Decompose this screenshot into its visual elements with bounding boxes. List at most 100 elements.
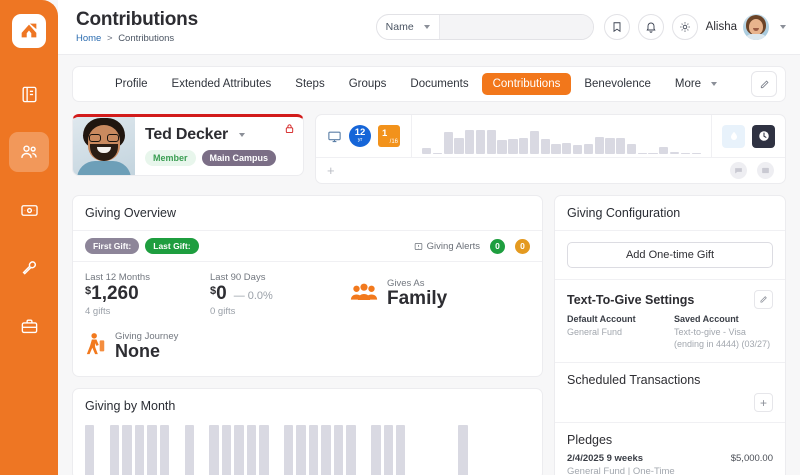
pencil-icon[interactable]: [751, 71, 777, 97]
monitor-icon[interactable]: [327, 129, 342, 144]
sidebar-item-content[interactable]: [9, 74, 49, 114]
search-type-select[interactable]: Name: [377, 15, 440, 39]
saved-account: Saved Account Text-to-give - Visa (endin…: [674, 314, 773, 350]
timeline-bar: [540, 139, 550, 154]
list-item[interactable]: 2/4/2025 9 weeks $5,000.00 General Fund …: [555, 451, 785, 475]
attendance-badge-total: /16: [389, 139, 398, 145]
family-icon: [349, 281, 379, 308]
search-group: Name: [375, 14, 594, 40]
timeline-bar: [572, 144, 583, 154]
journey-label: Giving Journey: [115, 330, 179, 342]
add-gift-pad: Add One-time Gift: [555, 231, 785, 279]
tab-documents[interactable]: Documents: [410, 78, 469, 90]
scheduled-transactions-section: Scheduled Transactions +: [555, 363, 785, 424]
add-scheduled-transaction-button[interactable]: +: [754, 393, 773, 413]
note-icon[interactable]: [757, 162, 774, 179]
month-bar: [246, 424, 257, 475]
attendance-bar-chart: [412, 115, 712, 157]
topbar: Contributions Home > Contributions Name: [58, 0, 800, 55]
body-columns: Giving Overview First Gift: Last Gift: G…: [72, 195, 786, 475]
stat-amount: 0: [216, 283, 227, 304]
person-row: Ted Decker Member Main Campus: [72, 114, 786, 184]
timeline-bar: [422, 147, 432, 154]
timeline-footer: +: [316, 157, 785, 183]
person-badges: Member Main Campus: [145, 150, 293, 166]
search-input[interactable]: [439, 15, 593, 39]
month-bar: [296, 424, 306, 475]
tab-extended-attributes[interactable]: Extended Attributes: [171, 78, 272, 90]
month-bar: [147, 424, 157, 475]
alert-count-green[interactable]: 0: [490, 238, 505, 254]
attendance-badge-number: 1: [382, 128, 388, 139]
timeline-bar: [605, 137, 615, 154]
attendance-badge[interactable]: 1 /16: [378, 125, 400, 147]
text-to-give-body: Default Account General Fund Saved Accou…: [555, 313, 785, 362]
timeline-bar: [443, 132, 453, 154]
person-card[interactable]: Ted Decker Member Main Campus: [72, 114, 304, 176]
giving-by-month-panel: Giving by Month: [72, 387, 543, 475]
alert-count-orange[interactable]: 0: [515, 238, 530, 254]
scheduled-header: Scheduled Transactions: [555, 363, 785, 391]
tab-benevolence[interactable]: Benevolence: [584, 78, 651, 90]
person-name-row[interactable]: Ted Decker: [145, 126, 293, 144]
right-column: Giving Configuration Add One-time Gift T…: [554, 195, 786, 475]
user-menu[interactable]: Alisha: [706, 14, 786, 40]
add-tag-button[interactable]: +: [327, 163, 335, 178]
alert-icon: [414, 242, 422, 250]
giving-by-month-chart: [73, 417, 542, 475]
tab-groups[interactable]: Groups: [348, 78, 387, 90]
pledges-header: Pledges: [555, 423, 785, 451]
sidebar-item-tools[interactable]: [9, 248, 49, 288]
comment-icon[interactable]: [730, 162, 747, 179]
sidebar-item-admin[interactable]: [9, 306, 49, 346]
tab-contributions[interactable]: Contributions: [481, 73, 572, 95]
water-drop-icon[interactable]: [722, 124, 745, 148]
tab-steps[interactable]: Steps: [295, 78, 325, 90]
breadcrumb: Home > Contributions: [76, 33, 198, 44]
month-bar: [371, 424, 381, 475]
chevron-down-icon: [239, 133, 246, 137]
tenure-badge-number: 12: [354, 127, 366, 139]
timeline-bar: [626, 143, 637, 154]
month-bar: [308, 424, 319, 475]
breadcrumb-home[interactable]: Home: [76, 33, 102, 45]
add-one-time-gift-button[interactable]: Add One-time Gift: [567, 242, 773, 268]
bell-icon[interactable]: [637, 14, 664, 40]
gift-badges-row: First Gift: Last Gift: Giving Alerts 0 0: [73, 231, 542, 262]
sidebar-item-people[interactable]: [9, 132, 49, 172]
saved-account-value: Text-to-give - Visa (ending in 4444) (03…: [674, 327, 771, 350]
month-bar: [184, 424, 194, 475]
theme-sun-icon[interactable]: [671, 14, 698, 40]
stat-sub: 0 gifts: [210, 305, 236, 317]
timeline-bar: [659, 147, 669, 154]
timeline-bar: [594, 136, 604, 154]
month-bar: [383, 424, 393, 475]
gives-as-text: Gives As Family: [387, 278, 447, 310]
scheduled-transactions-title: Scheduled Transactions: [567, 373, 701, 388]
bookmark-icon[interactable]: [603, 14, 630, 40]
giving-configuration-title: Giving Configuration: [567, 206, 681, 220]
clock-icon[interactable]: [752, 124, 775, 148]
gives-as-label: Gives As: [387, 278, 425, 290]
tab-list: Profile Extended Attributes Steps Groups…: [87, 73, 745, 95]
page-title: Contributions: [76, 8, 198, 30]
pencil-icon[interactable]: [754, 290, 773, 309]
month-bar: [159, 424, 170, 475]
pledge-top: 2/4/2025 9 weeks $5,000.00: [567, 453, 773, 464]
breadcrumb-separator: >: [106, 33, 113, 45]
pledges-title: Pledges: [567, 433, 613, 448]
journey-icon: [85, 332, 107, 361]
month-bar: [234, 424, 244, 475]
stat-gives-as: Gives As Family: [349, 272, 447, 317]
tab-profile[interactable]: Profile: [114, 78, 148, 90]
tenure-badge[interactable]: 12 yr: [349, 125, 371, 147]
sidebar-item-finance[interactable]: [9, 190, 49, 230]
tab-more[interactable]: More: [664, 73, 728, 95]
timeline-bar: [519, 137, 529, 154]
text-to-give-title: Text-To-Give Settings: [567, 292, 695, 307]
month-bar: [221, 424, 232, 475]
stat-last-90-days: Last 90 Days $ 0 — 0.0% 0 gifts: [210, 272, 335, 317]
gives-as-value: Family: [387, 288, 448, 310]
rock-logo-icon[interactable]: [12, 14, 46, 48]
